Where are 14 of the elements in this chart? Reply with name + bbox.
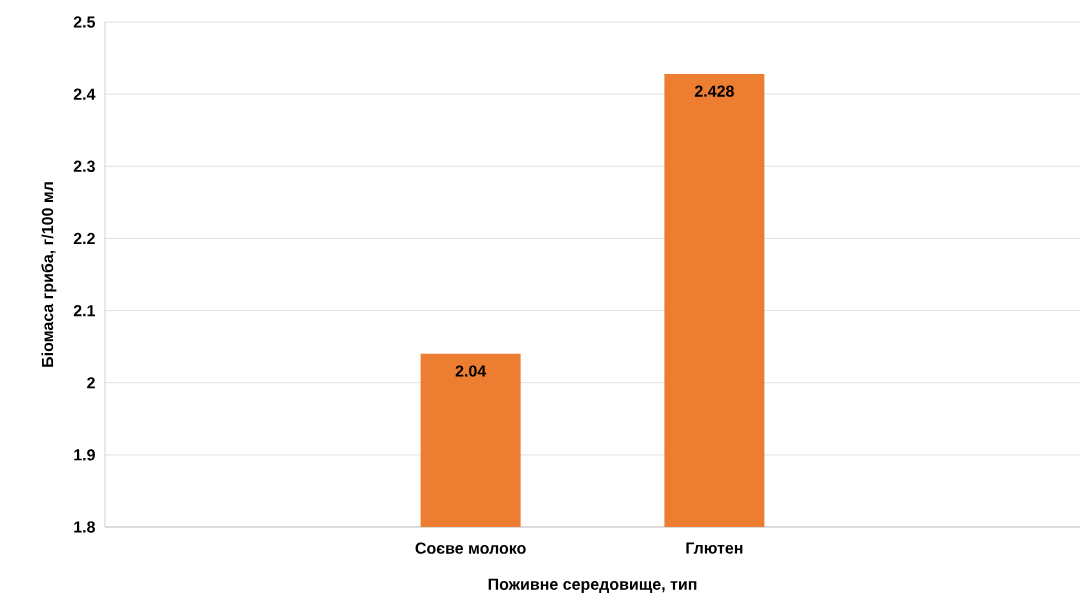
y-tick-label: 2.5	[73, 16, 96, 28]
y-tick-label: 2.4	[73, 88, 96, 100]
data-label: 2.428	[694, 85, 734, 97]
y-tick-label: 1.8	[74, 521, 95, 533]
y-tick-label: 2.2	[73, 232, 95, 245]
x-tick-label: Соєве молоко	[415, 542, 526, 554]
y-tick-label: 1.9	[74, 449, 95, 461]
y-tick-label: 2	[87, 377, 95, 389]
data-label: 2.04	[455, 365, 487, 377]
x-axis-title: Поживне середовище, тип	[488, 578, 697, 594]
x-tick-label: Глютен	[686, 542, 743, 554]
y-axis-title: Біомаса гриба, г/100 мл	[41, 182, 57, 367]
y-tick-label: 2.1	[73, 304, 96, 317]
y-tick-label: 2.3	[73, 160, 95, 172]
